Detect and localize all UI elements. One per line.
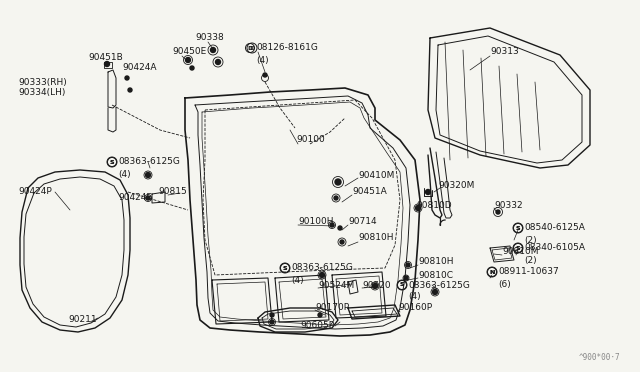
Text: 90334(LH): 90334(LH) (18, 87, 65, 96)
Text: S: S (516, 246, 520, 250)
Circle shape (186, 58, 191, 62)
Circle shape (330, 223, 334, 227)
Text: S: S (400, 282, 404, 288)
Text: 90424A: 90424A (122, 64, 157, 73)
Text: 90100: 90100 (296, 135, 324, 144)
Text: 90424E: 90424E (118, 193, 152, 202)
Text: 90451B: 90451B (88, 54, 123, 62)
Text: 90424P: 90424P (18, 187, 52, 196)
Text: ^900*00·7: ^900*00·7 (579, 353, 620, 362)
Text: 90605P: 90605P (300, 321, 334, 330)
Circle shape (318, 313, 322, 317)
Circle shape (270, 320, 274, 324)
Circle shape (104, 61, 109, 67)
Text: 90338: 90338 (195, 33, 224, 42)
Text: 08911-10637: 08911-10637 (498, 267, 559, 276)
Circle shape (125, 76, 129, 80)
Text: 90815: 90815 (158, 187, 187, 196)
Text: 90100H: 90100H (298, 218, 333, 227)
Circle shape (334, 196, 338, 200)
Text: 90810D: 90810D (416, 201, 452, 209)
Circle shape (404, 276, 408, 280)
Circle shape (128, 88, 132, 92)
Text: (4): (4) (291, 276, 303, 285)
Text: (4): (4) (408, 292, 420, 301)
Circle shape (319, 273, 324, 278)
Text: 90160P: 90160P (398, 304, 432, 312)
Text: S: S (516, 225, 520, 231)
Circle shape (270, 313, 274, 317)
Circle shape (406, 263, 410, 267)
Text: 08363-6125G: 08363-6125G (408, 280, 470, 289)
Text: 90332: 90332 (494, 201, 523, 209)
Text: 90810H: 90810H (358, 234, 394, 243)
Circle shape (263, 73, 267, 77)
Circle shape (340, 240, 344, 244)
Text: 08126-8161G: 08126-8161G (256, 44, 318, 52)
Text: 90211: 90211 (68, 315, 97, 324)
Text: N: N (490, 269, 495, 275)
Text: (6): (6) (498, 279, 511, 289)
Text: S: S (109, 160, 115, 164)
Text: S: S (283, 266, 287, 270)
Text: 90451A: 90451A (352, 187, 387, 196)
Circle shape (372, 283, 378, 289)
Text: D: D (250, 45, 255, 51)
Circle shape (433, 289, 438, 295)
Text: 90170P: 90170P (315, 304, 349, 312)
Text: (2): (2) (524, 235, 536, 244)
Text: 90520: 90520 (362, 280, 390, 289)
Text: 90524M: 90524M (318, 280, 355, 289)
Circle shape (415, 205, 420, 211)
Text: (4): (4) (256, 55, 269, 64)
Text: 90714: 90714 (348, 218, 376, 227)
Text: 90810M: 90810M (502, 247, 538, 257)
Text: 08540-6125A: 08540-6125A (524, 224, 585, 232)
Text: 90333(RH): 90333(RH) (18, 77, 67, 87)
Text: 08363-6125G: 08363-6125G (291, 263, 353, 273)
Text: (4): (4) (118, 170, 131, 179)
Circle shape (338, 226, 342, 230)
Circle shape (190, 66, 194, 70)
Text: 90810H: 90810H (418, 257, 454, 266)
Text: 90810C: 90810C (418, 270, 453, 279)
Circle shape (211, 48, 216, 52)
Circle shape (146, 196, 150, 200)
Text: 90410M: 90410M (358, 170, 394, 180)
Circle shape (426, 189, 431, 195)
Circle shape (496, 210, 500, 214)
Text: S: S (516, 225, 520, 231)
Text: S: S (516, 246, 520, 250)
Circle shape (216, 60, 221, 64)
Text: 90320M: 90320M (438, 180, 474, 189)
Text: S: S (400, 282, 404, 288)
Text: D: D (248, 45, 253, 51)
Text: N: N (490, 269, 495, 275)
Text: (2): (2) (524, 256, 536, 264)
Circle shape (335, 179, 341, 185)
Text: 08363-6125G: 08363-6125G (118, 157, 180, 167)
Text: 08340-6105A: 08340-6105A (524, 244, 585, 253)
Text: 90313: 90313 (490, 48, 519, 57)
Text: S: S (109, 160, 115, 164)
Circle shape (145, 173, 150, 177)
Text: 90450E: 90450E (172, 48, 206, 57)
Text: S: S (283, 266, 287, 270)
